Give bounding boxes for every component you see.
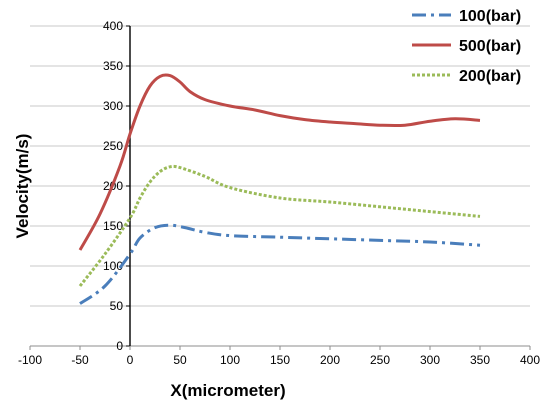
y-tick-label: 350 bbox=[103, 59, 123, 73]
x-tick-label: 50 bbox=[173, 353, 187, 367]
y-tick-label: 150 bbox=[103, 219, 123, 233]
tick-labels: 0 50 100 150 200 250 300 350 400 -100 -50 0 50 100 150… bbox=[18, 19, 540, 367]
x-tick-label: 400 bbox=[520, 353, 540, 367]
x-tick-label: 100 bbox=[220, 353, 240, 367]
series-line-500-bar bbox=[78, 73, 481, 251]
legend-label-200-bar: 200(bar) bbox=[459, 68, 521, 85]
x-tick-label: -100 bbox=[18, 353, 42, 367]
x-tick-label: 350 bbox=[470, 353, 490, 367]
y-tick-label: 100 bbox=[103, 259, 123, 273]
y-tick-label: 250 bbox=[103, 139, 123, 153]
legend-label-100-bar: 100(bar) bbox=[459, 8, 521, 25]
x-tick-label: -50 bbox=[71, 353, 89, 367]
y-tick-label: 300 bbox=[103, 99, 123, 113]
data-series bbox=[78, 73, 481, 305]
series-line-200-bar bbox=[78, 164, 481, 287]
x-tick-label: 150 bbox=[270, 353, 290, 367]
x-tick-label: 300 bbox=[420, 353, 440, 367]
legend: 100(bar) 500(bar) 200(bar) bbox=[412, 8, 521, 85]
y-tick-label: 0 bbox=[116, 339, 123, 353]
y-axis-title: Velocity(m/s) bbox=[13, 134, 32, 239]
x-tick-label: 250 bbox=[370, 353, 390, 367]
y-tick-label: 400 bbox=[103, 19, 123, 33]
y-tick-label: 50 bbox=[110, 299, 124, 313]
x-tick-label: 200 bbox=[320, 353, 340, 367]
legend-label-500-bar: 500(bar) bbox=[459, 38, 521, 55]
axes bbox=[29, 25, 531, 350]
x-tick-label: 0 bbox=[127, 353, 134, 367]
series-line-100-bar bbox=[79, 223, 481, 305]
x-axis-title: X(micrometer) bbox=[170, 381, 285, 400]
